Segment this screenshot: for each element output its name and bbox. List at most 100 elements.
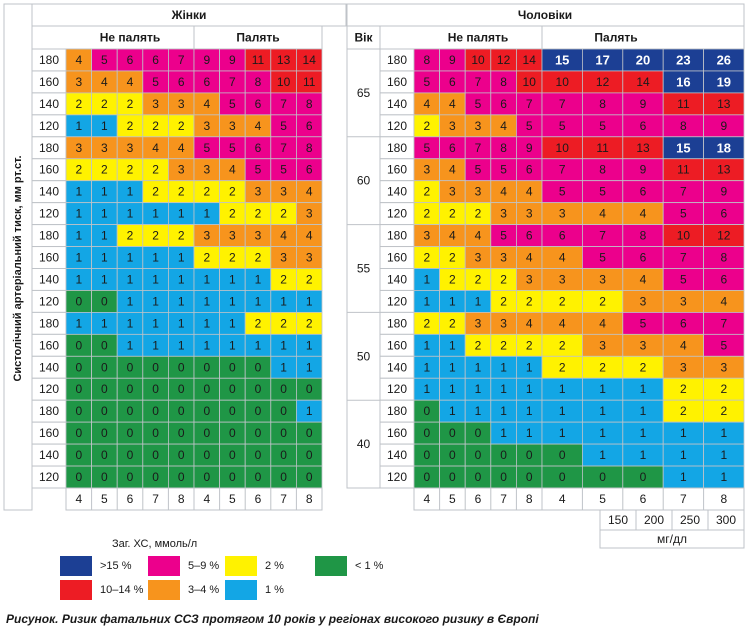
men-nonsmoking-value: 3 <box>500 207 507 221</box>
age-label: 50 <box>357 349 371 363</box>
women-smoking-value: 2 <box>306 272 313 286</box>
men-smoking-value: 5 <box>559 119 566 133</box>
men-nonsmoking-value: 7 <box>475 141 482 155</box>
women-smoking-value: 7 <box>280 97 287 111</box>
men-smoking-value: 17 <box>595 52 609 67</box>
bp-label-women: 120 <box>39 207 59 221</box>
women-nonsmoking-label: Не палять <box>100 31 160 45</box>
men-smoking-value: 8 <box>599 163 606 177</box>
legend-label: >15 % <box>100 560 132 572</box>
women-nonsmoking-value: 1 <box>127 251 134 265</box>
men-smoking-label: Палять <box>594 31 637 45</box>
bp-label-men: 140 <box>387 448 407 462</box>
men-smoking-value: 1 <box>680 470 687 484</box>
men-nonsmoking-value: 3 <box>423 229 430 243</box>
men-smoking-value: 3 <box>640 294 647 308</box>
legend-label: 1 % <box>265 584 284 596</box>
men-nonsmoking-value: 3 <box>526 207 533 221</box>
chol-tick-men: 6 <box>640 492 647 506</box>
women-nonsmoking-value: 0 <box>75 294 82 308</box>
men-smoking-value: 2 <box>680 404 687 418</box>
men-nonsmoking-value: 1 <box>475 382 482 396</box>
men-nonsmoking-value: 0 <box>500 448 507 462</box>
bp-label-women: 120 <box>39 294 59 308</box>
men-nonsmoking-value: 3 <box>449 185 456 199</box>
legend-swatch <box>225 580 257 600</box>
women-nonsmoking-value: 0 <box>152 404 159 418</box>
women-smoking-value: 3 <box>280 185 287 199</box>
legend-swatch <box>148 556 180 576</box>
men-nonsmoking-value: 2 <box>500 294 507 308</box>
women-smoking-value: 3 <box>229 229 236 243</box>
men-nonsmoking-value: 1 <box>475 404 482 418</box>
women-smoking-value: 1 <box>203 316 210 330</box>
women-smoking-value: 2 <box>203 185 210 199</box>
chol-tick-women: 7 <box>280 492 287 506</box>
bp-label-men: 120 <box>387 470 407 484</box>
men-nonsmoking-value: 5 <box>500 163 507 177</box>
women-smoking-value: 2 <box>229 207 236 221</box>
men-smoking-value: 10 <box>556 75 570 89</box>
men-smoking-value: 1 <box>599 382 606 396</box>
men-smoking-value: 1 <box>599 426 606 440</box>
men-nonsmoking-value: 3 <box>475 119 482 133</box>
men-smoking-value: 13 <box>717 163 731 177</box>
women-nonsmoking-value: 0 <box>152 382 159 396</box>
men-nonsmoking-value: 1 <box>449 382 456 396</box>
women-nonsmoking-value: 6 <box>152 53 159 67</box>
men-smoking-value: 8 <box>640 229 647 243</box>
bp-label-men: 140 <box>387 360 407 374</box>
men-nonsmoking-value: 2 <box>475 338 482 352</box>
women-smoking-value: 0 <box>229 426 236 440</box>
women-nonsmoking-value: 2 <box>178 185 185 199</box>
women-nonsmoking-value: 1 <box>75 316 82 330</box>
mgdl-tick: 150 <box>608 513 628 527</box>
women-smoking-value: 0 <box>306 426 313 440</box>
men-smoking-value: 13 <box>717 97 731 111</box>
women-nonsmoking-value: 3 <box>127 141 134 155</box>
men-nonsmoking-value: 14 <box>523 53 537 67</box>
women-smoking-value: 0 <box>203 404 210 418</box>
men-nonsmoking-value: 2 <box>526 294 533 308</box>
bp-label-women: 180 <box>39 404 59 418</box>
chol-tick-women: 8 <box>306 492 313 506</box>
men-smoking-value: 5 <box>680 272 687 286</box>
women-nonsmoking-value: 0 <box>178 360 185 374</box>
men-smoking-value: 5 <box>640 316 647 330</box>
men-nonsmoking-value: 6 <box>500 97 507 111</box>
women-nonsmoking-value: 0 <box>127 426 134 440</box>
women-smoking-value: 1 <box>203 207 210 221</box>
men-nonsmoking-value: 5 <box>475 97 482 111</box>
women-nonsmoking-value: 5 <box>152 75 159 89</box>
men-smoking-value: 1 <box>640 426 647 440</box>
women-nonsmoking-value: 2 <box>127 229 134 243</box>
men-nonsmoking-value: 1 <box>449 294 456 308</box>
header-women: Жінки <box>171 8 207 22</box>
women-nonsmoking-value: 0 <box>127 470 134 484</box>
women-smoking-value: 1 <box>255 272 262 286</box>
legend-swatch <box>60 556 92 576</box>
bp-label-men: 120 <box>387 294 407 308</box>
men-smoking-value: 9 <box>640 97 647 111</box>
men-smoking-value: 1 <box>599 448 606 462</box>
women-smoking-value: 2 <box>255 251 262 265</box>
chol-tick-men: 6 <box>475 492 482 506</box>
women-smoking-value: 2 <box>229 251 236 265</box>
women-smoking-value: 2 <box>229 185 236 199</box>
bp-label-men: 120 <box>387 382 407 396</box>
chol-tick-women: 7 <box>152 492 159 506</box>
women-nonsmoking-value: 0 <box>101 470 108 484</box>
women-smoking-value: 2 <box>306 316 313 330</box>
women-nonsmoking-value: 1 <box>101 185 108 199</box>
men-nonsmoking-value: 5 <box>423 75 430 89</box>
men-nonsmoking-value: 1 <box>500 404 507 418</box>
men-smoking-value: 0 <box>599 470 606 484</box>
men-nonsmoking-value: 2 <box>423 119 430 133</box>
women-smoking-value: 6 <box>306 119 313 133</box>
men-smoking-value: 6 <box>720 207 727 221</box>
men-nonsmoking-value: 8 <box>500 75 507 89</box>
chol-tick-men: 5 <box>599 492 606 506</box>
women-nonsmoking-value: 1 <box>127 316 134 330</box>
men-nonsmoking-value: 2 <box>423 185 430 199</box>
bp-label-women: 160 <box>39 338 59 352</box>
